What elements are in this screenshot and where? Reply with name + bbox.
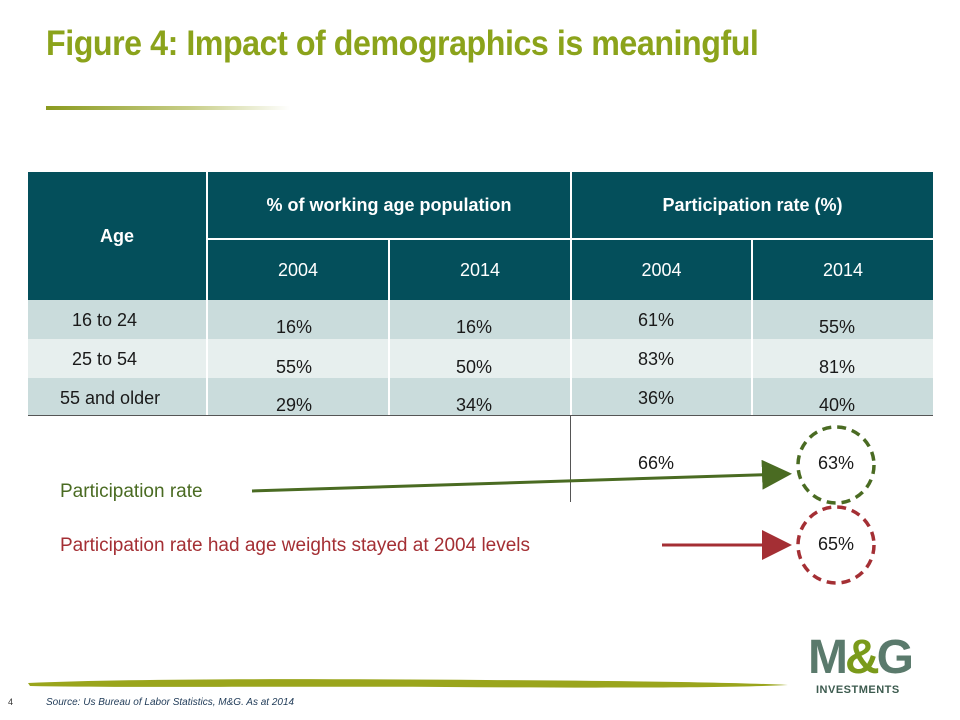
pop-2014-cell: 34% <box>456 395 493 415</box>
logo-mark: M&G <box>808 631 914 684</box>
pop-2004-cell: 16% <box>276 317 313 337</box>
part-2014-cell: 40% <box>819 395 856 415</box>
table-row <box>28 339 933 378</box>
source-note: Source: Us Bureau of Labor Statistics, M… <box>46 697 295 708</box>
part-2014-cell: 81% <box>819 357 856 377</box>
totals-divider <box>570 416 571 502</box>
participation-header: Participation rate (%) <box>572 172 933 238</box>
column-divider <box>751 300 753 416</box>
total-part-2004: 66% <box>638 453 675 473</box>
table-bottom-border <box>28 415 933 416</box>
year-header-pop-2004: 2004 <box>208 240 388 300</box>
mg-investments-logo: M&G INVESTMENTS <box>808 632 932 698</box>
pop-2004-cell: 29% <box>276 395 313 415</box>
population-header: % of working age population <box>208 172 570 238</box>
year-header-pop-2014: 2014 <box>390 240 570 300</box>
age-cell: 55 and older <box>60 388 161 408</box>
part-2014-cell: 55% <box>819 317 856 337</box>
title-underline <box>46 106 290 110</box>
age-header: Age <box>28 172 206 300</box>
age-cell: 25 to 54 <box>72 349 138 369</box>
column-divider <box>570 300 572 416</box>
page-title: Figure 4: Impact of demographics is mean… <box>46 24 759 63</box>
reweighted-participation: 65% <box>818 534 855 554</box>
page-number: 4 <box>8 697 14 707</box>
part-2004-cell: 61% <box>638 310 675 330</box>
reweighted-circle <box>796 505 876 585</box>
age-cell: 16 to 24 <box>72 310 138 330</box>
participation-rate-label: Participation rate <box>60 481 203 502</box>
footer-brush-stroke <box>28 679 788 688</box>
pop-2004-cell: 55% <box>276 357 313 377</box>
part-2004-cell: 83% <box>638 349 675 369</box>
total-2014-circle <box>796 425 876 505</box>
pop-2014-cell: 16% <box>456 317 493 337</box>
column-divider <box>388 300 390 416</box>
year-header-part-2004: 2004 <box>572 240 751 300</box>
table-row <box>28 300 933 339</box>
table-row <box>28 378 933 416</box>
total-part-2014: 63% <box>818 453 855 473</box>
participation-arrow <box>251 459 792 493</box>
part-2004-cell: 36% <box>638 388 675 408</box>
year-header-part-2014: 2014 <box>753 240 933 300</box>
pop-2014-cell: 50% <box>456 357 493 377</box>
logo-subtitle: INVESTMENTS <box>816 684 900 696</box>
column-divider <box>206 300 208 416</box>
reweighted-rate-label: Participation rate had age weights staye… <box>60 535 531 556</box>
